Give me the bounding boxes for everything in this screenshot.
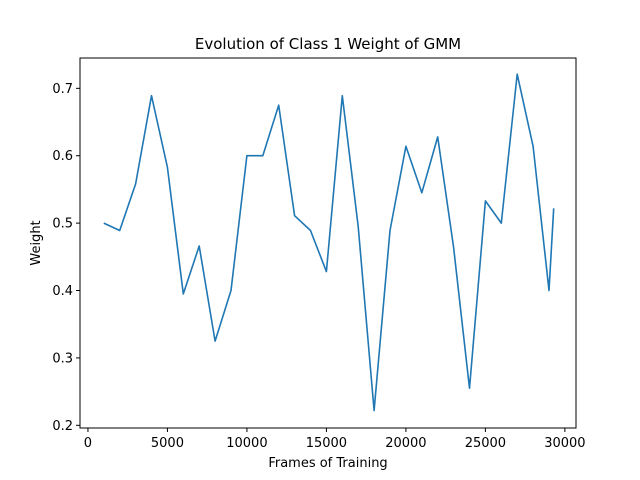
x-tick-label: 25000 xyxy=(465,436,506,451)
y-tick-label: 0.5 xyxy=(52,217,73,232)
x-tick-label: 5000 xyxy=(151,436,184,451)
x-tick-label: 15000 xyxy=(306,436,347,451)
y-tick-label: 0.2 xyxy=(52,419,73,434)
x-axis: 0 5000 10000 15000 20000 25000 30000 xyxy=(84,428,586,451)
y-tick-label: 0.4 xyxy=(52,284,73,299)
x-tick-label: 0 xyxy=(84,436,92,451)
y-tick-label: 0.7 xyxy=(52,82,73,97)
series-line xyxy=(103,73,555,412)
y-axis-title: Weight xyxy=(29,220,44,265)
x-tick-label: 30000 xyxy=(544,436,585,451)
y-tick-label: 0.3 xyxy=(52,351,73,366)
plot-frame xyxy=(79,57,577,429)
y-axis: 0.2 0.3 0.4 0.5 0.6 0.7 xyxy=(52,82,80,434)
x-tick-label: 10000 xyxy=(226,436,267,451)
x-axis-title: Frames of Training xyxy=(268,456,387,471)
chart-title: Evolution of Class 1 Weight of GMM xyxy=(195,35,461,53)
y-tick-label: 0.6 xyxy=(52,149,73,164)
x-tick-label: 20000 xyxy=(385,436,426,451)
